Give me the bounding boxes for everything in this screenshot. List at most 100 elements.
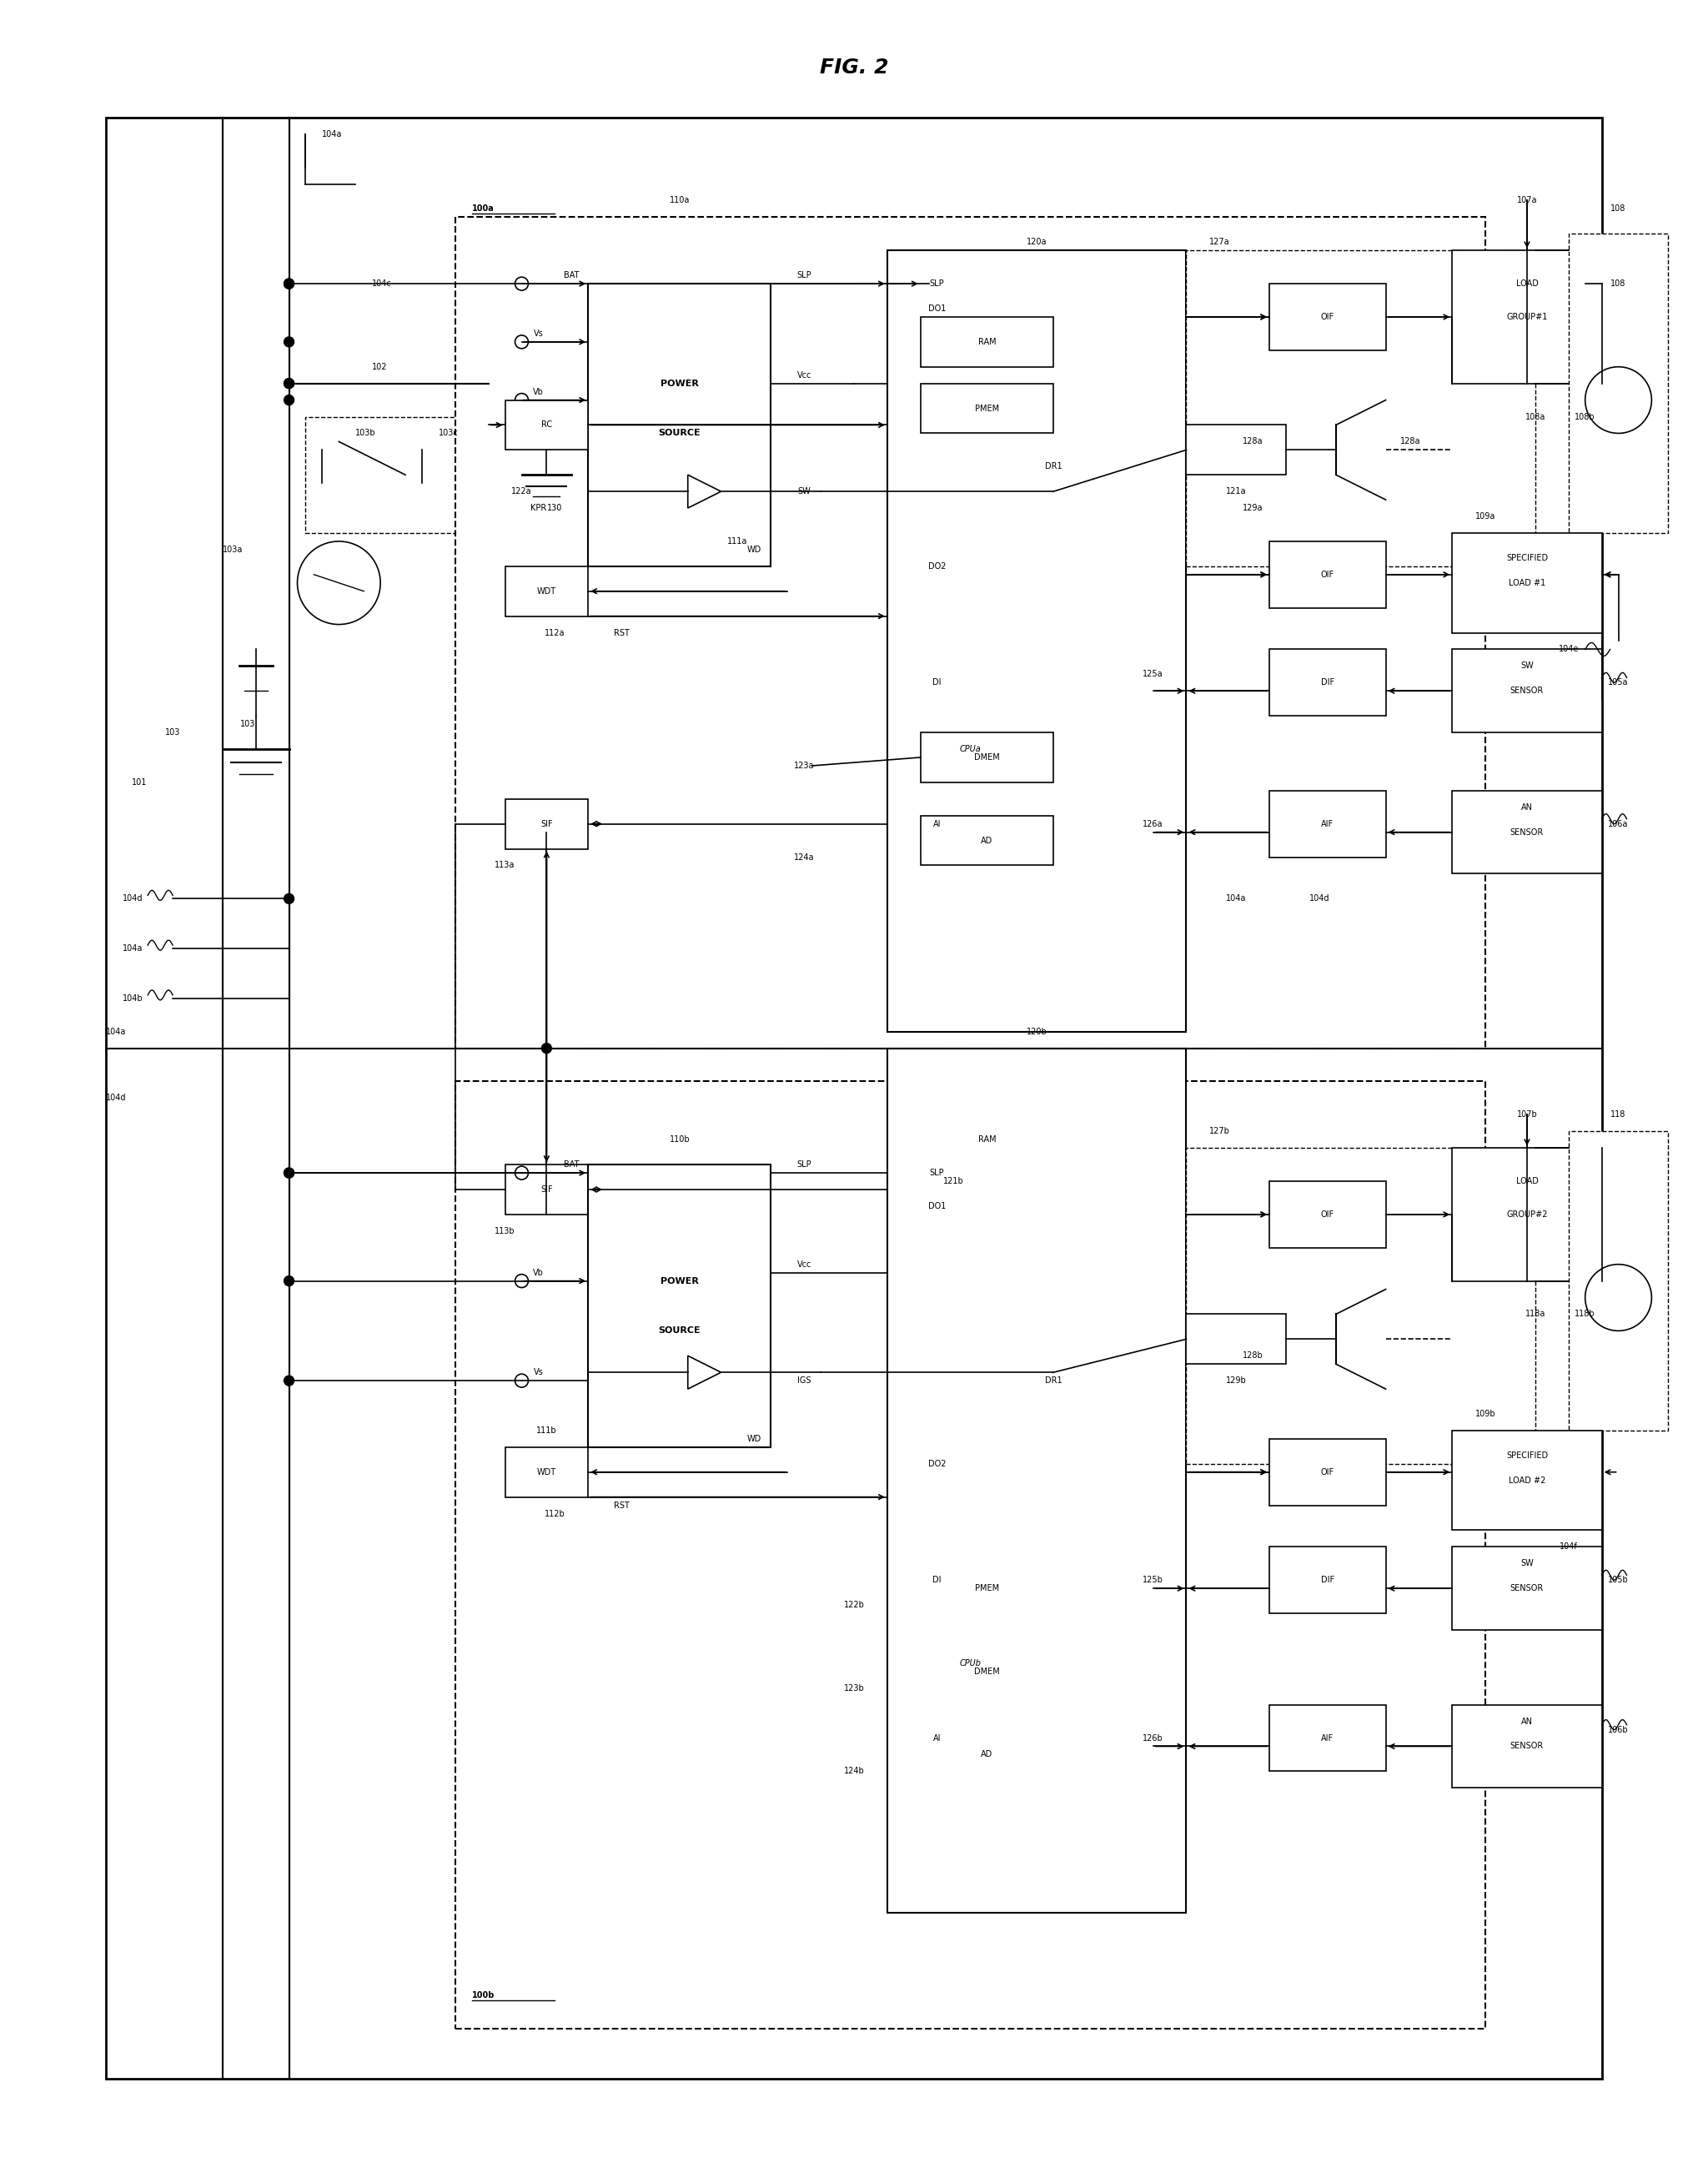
Bar xyxy=(1187,251,1535,567)
Text: 106a: 106a xyxy=(1609,820,1628,828)
Text: 103a: 103a xyxy=(222,545,243,554)
Bar xyxy=(1269,1438,1385,1505)
Text: SPECIFIED: SPECIFIED xyxy=(1506,554,1547,562)
Bar xyxy=(1452,1149,1602,1280)
Text: SIF: SIF xyxy=(540,820,553,828)
Text: 122b: 122b xyxy=(844,1601,864,1609)
Text: WD: WD xyxy=(746,545,762,554)
Text: 129b: 129b xyxy=(1226,1376,1247,1384)
Text: FIG. 2: FIG. 2 xyxy=(820,58,888,78)
Text: 108a: 108a xyxy=(1525,413,1546,422)
Bar xyxy=(506,1447,588,1497)
Text: RST: RST xyxy=(613,629,629,636)
Text: 100a: 100a xyxy=(471,205,494,214)
Text: 111a: 111a xyxy=(728,536,748,545)
Text: Vcc: Vcc xyxy=(798,370,811,379)
Bar xyxy=(1269,283,1385,350)
Text: 122a: 122a xyxy=(511,487,531,495)
Bar xyxy=(1452,792,1602,874)
Bar xyxy=(1568,234,1669,532)
Text: OIF: OIF xyxy=(1320,571,1334,580)
Text: 108b: 108b xyxy=(1575,413,1595,422)
Text: 128b: 128b xyxy=(1242,1352,1264,1361)
Text: 126a: 126a xyxy=(1143,820,1163,828)
Text: SLP: SLP xyxy=(798,1159,811,1168)
Text: WD: WD xyxy=(746,1434,762,1443)
Text: SENSOR: SENSOR xyxy=(1510,1741,1544,1750)
Text: BAT: BAT xyxy=(564,1159,579,1168)
Text: 103c: 103c xyxy=(439,428,458,437)
Text: 126b: 126b xyxy=(1143,1735,1163,1741)
Text: DI: DI xyxy=(933,1577,941,1583)
Text: 112b: 112b xyxy=(545,1510,565,1518)
Text: LOAD #1: LOAD #1 xyxy=(1508,580,1546,586)
Text: SLP: SLP xyxy=(798,270,811,279)
Bar xyxy=(1452,1547,1602,1631)
Text: SPECIFIED: SPECIFIED xyxy=(1506,1451,1547,1460)
Text: 101: 101 xyxy=(132,779,147,787)
Circle shape xyxy=(284,396,294,404)
Text: LOAD: LOAD xyxy=(1515,279,1539,288)
Text: LOAD #2: LOAD #2 xyxy=(1508,1475,1546,1484)
Text: 113b: 113b xyxy=(495,1226,516,1235)
Text: DMEM: DMEM xyxy=(974,1668,999,1676)
Text: POWER: POWER xyxy=(661,379,699,387)
Circle shape xyxy=(284,379,294,389)
Text: 104c: 104c xyxy=(372,279,391,288)
Text: WDT: WDT xyxy=(536,1469,557,1477)
Text: SENSOR: SENSOR xyxy=(1510,686,1544,694)
Text: SW: SW xyxy=(1520,662,1534,671)
Text: RAM: RAM xyxy=(979,1136,996,1144)
Text: OIF: OIF xyxy=(1320,314,1334,320)
Bar xyxy=(1187,424,1286,476)
Text: IGS: IGS xyxy=(798,1376,811,1384)
Text: DO2: DO2 xyxy=(927,562,946,571)
Text: WDT: WDT xyxy=(536,586,557,595)
Text: SW: SW xyxy=(1520,1560,1534,1568)
Text: DR1: DR1 xyxy=(1045,463,1062,472)
Bar xyxy=(506,567,588,616)
Text: 108: 108 xyxy=(1611,205,1626,214)
Text: 130: 130 xyxy=(547,504,562,513)
Text: 124a: 124a xyxy=(794,852,815,861)
Text: 129a: 129a xyxy=(1243,504,1262,513)
Text: DO1: DO1 xyxy=(927,305,946,314)
Text: KPR: KPR xyxy=(529,504,547,513)
Text: 105b: 105b xyxy=(1607,1577,1629,1583)
Text: OIF: OIF xyxy=(1320,1469,1334,1477)
Text: 127a: 127a xyxy=(1209,238,1230,247)
Text: 104d: 104d xyxy=(1308,895,1329,902)
Bar xyxy=(921,1564,1054,1614)
Bar xyxy=(1269,1547,1385,1614)
Bar xyxy=(921,815,1054,865)
Text: 118: 118 xyxy=(1611,1110,1626,1118)
Bar xyxy=(456,216,1486,1049)
Bar xyxy=(921,1730,1054,1780)
Text: 121b: 121b xyxy=(943,1177,963,1185)
Circle shape xyxy=(284,337,294,346)
Text: SLP: SLP xyxy=(929,279,945,288)
Circle shape xyxy=(541,1043,552,1053)
Text: SLP: SLP xyxy=(929,1168,945,1177)
Text: 113a: 113a xyxy=(495,861,516,870)
Text: 123b: 123b xyxy=(844,1685,864,1691)
Bar xyxy=(921,733,1054,783)
Text: RC: RC xyxy=(541,422,552,428)
Bar xyxy=(1452,532,1602,634)
Text: DIF: DIF xyxy=(1320,679,1334,688)
Text: 103: 103 xyxy=(166,729,181,738)
Text: Vb: Vb xyxy=(533,1268,543,1276)
Text: 121a: 121a xyxy=(1226,487,1247,495)
Text: POWER: POWER xyxy=(661,1276,699,1285)
Text: 124b: 124b xyxy=(844,1767,864,1776)
Text: DO1: DO1 xyxy=(927,1203,946,1211)
Bar xyxy=(886,251,1187,1032)
Text: Vs: Vs xyxy=(533,1369,543,1376)
Bar xyxy=(1187,1149,1535,1464)
Bar xyxy=(306,417,471,532)
Text: Vb: Vb xyxy=(533,387,543,396)
Text: PMEM: PMEM xyxy=(975,404,999,413)
Text: Vs: Vs xyxy=(533,329,543,337)
Bar xyxy=(1568,1131,1669,1430)
Bar xyxy=(506,798,588,848)
